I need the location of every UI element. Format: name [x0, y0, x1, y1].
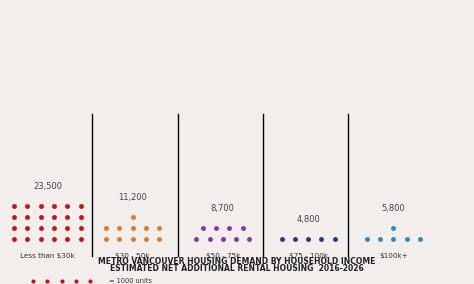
Text: 5,800: 5,800 [382, 204, 405, 213]
Text: Less than $30k: Less than $30k [20, 253, 75, 259]
Text: $30 - 50k: $30 - 50k [116, 253, 150, 259]
Text: $75 - 100k: $75 - 100k [289, 253, 328, 259]
Text: ESTIMATED NET ADDITIONAL RENTAL HOUSING  2016-2026: ESTIMATED NET ADDITIONAL RENTAL HOUSING … [110, 264, 364, 273]
Text: 23,500: 23,500 [33, 182, 62, 191]
Text: $50 - 75k: $50 - 75k [206, 253, 240, 259]
Text: METRO VANCOUVER HOUSING DEMAND BY HOUSEHOLD INCOME: METRO VANCOUVER HOUSING DEMAND BY HOUSEH… [98, 256, 376, 266]
Text: 11,200: 11,200 [118, 193, 147, 202]
Text: 4,800: 4,800 [296, 214, 320, 224]
Text: 8,700: 8,700 [211, 204, 235, 213]
Text: = 1000 units: = 1000 units [109, 277, 152, 284]
Text: $100k+: $100k+ [379, 253, 408, 259]
